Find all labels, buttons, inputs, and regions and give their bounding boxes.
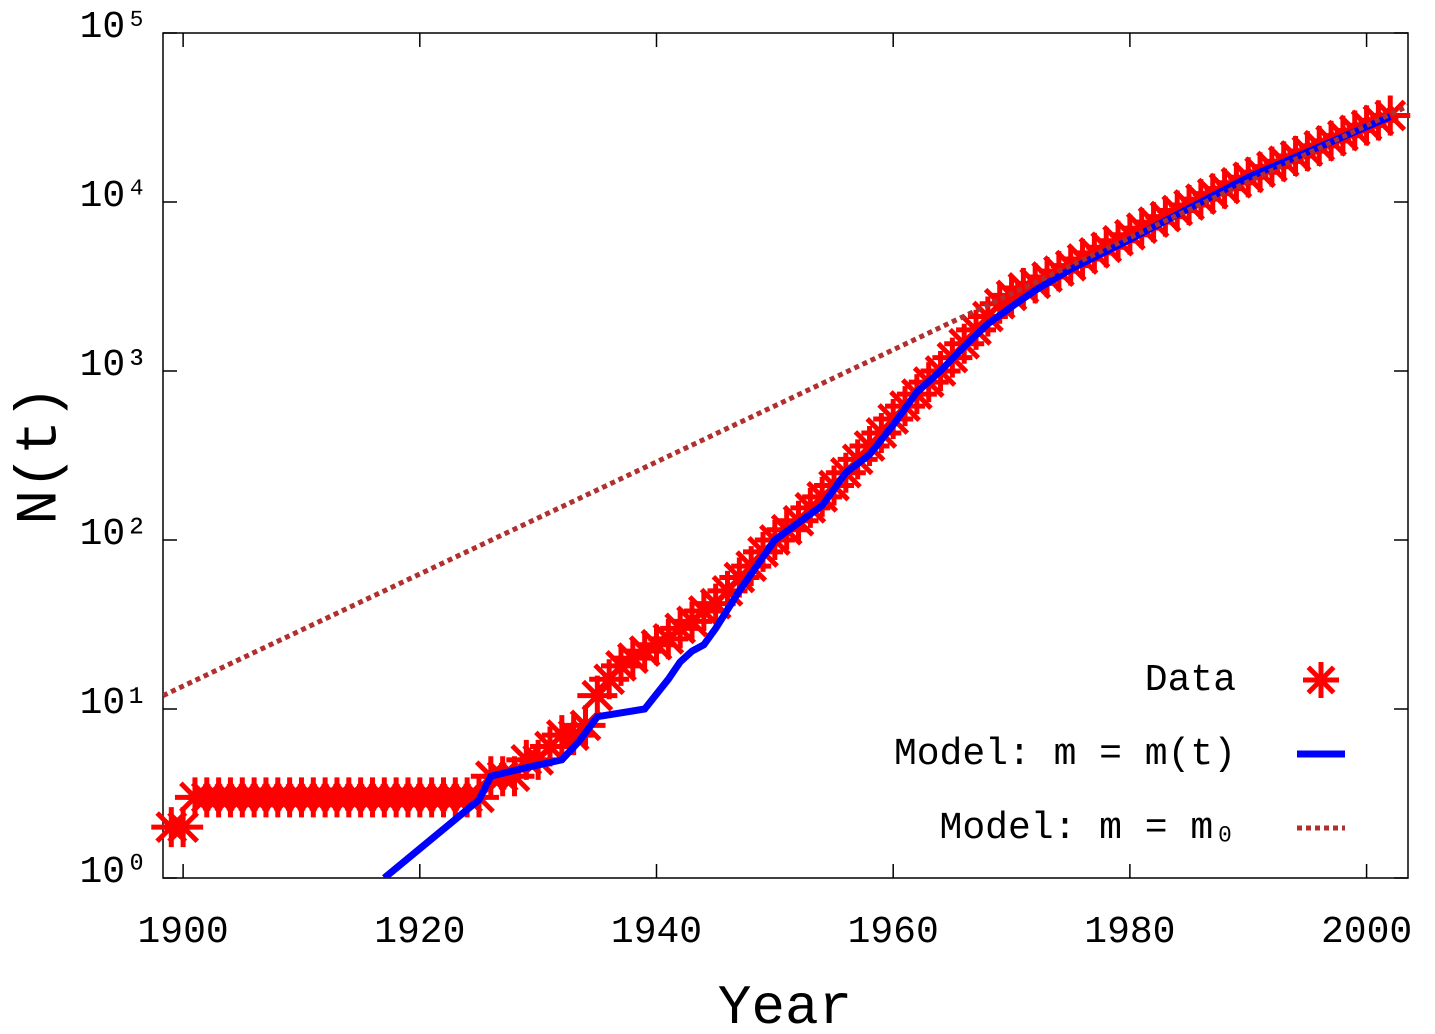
data-point bbox=[565, 705, 606, 746]
y-tick-label: 10³ bbox=[80, 344, 148, 387]
y-tick-label: 10⁵ bbox=[80, 6, 148, 49]
x-tick-label: 1940 bbox=[611, 911, 702, 954]
x-tick-label: 1920 bbox=[374, 911, 465, 954]
plot-frame bbox=[162, 32, 1409, 879]
model-line bbox=[382, 113, 1392, 878]
legend-marker bbox=[1303, 662, 1339, 698]
data-point bbox=[1121, 208, 1162, 249]
data-point bbox=[636, 624, 677, 665]
y-tick-label: 10⁰ bbox=[80, 851, 149, 894]
y-axis-label: N(t) bbox=[8, 385, 73, 524]
data-point bbox=[494, 756, 535, 797]
data-point bbox=[1074, 232, 1115, 273]
legend-label: Model: m = m₀ bbox=[940, 807, 1236, 850]
y-tick-label: 10² bbox=[80, 513, 148, 556]
data-point bbox=[660, 608, 701, 649]
data-point bbox=[1133, 202, 1174, 243]
x-tick-label: 1900 bbox=[138, 911, 229, 954]
data-point bbox=[1157, 190, 1198, 231]
x-axis-label: Year bbox=[718, 976, 852, 1034]
legend-label: Data bbox=[1145, 659, 1236, 702]
x-tick-label: 2000 bbox=[1321, 911, 1412, 954]
legend-label: Model: m = m(t) bbox=[894, 733, 1236, 776]
data-point bbox=[624, 631, 665, 672]
data-point bbox=[612, 638, 653, 679]
data-point bbox=[600, 645, 641, 686]
data-point bbox=[1370, 95, 1411, 136]
data-point bbox=[1027, 256, 1068, 297]
data-point bbox=[683, 591, 724, 632]
y-tick-label: 10⁴ bbox=[80, 175, 148, 218]
y-tick-label: 10¹ bbox=[80, 682, 148, 725]
x-tick-label: 1960 bbox=[848, 911, 939, 954]
data-point bbox=[1003, 267, 1044, 308]
x-tick-label: 1980 bbox=[1084, 911, 1175, 954]
model-line bbox=[163, 103, 1408, 698]
data-point bbox=[577, 675, 618, 716]
data-point bbox=[1145, 196, 1186, 237]
data-point bbox=[1109, 214, 1150, 255]
data-point bbox=[163, 807, 204, 848]
